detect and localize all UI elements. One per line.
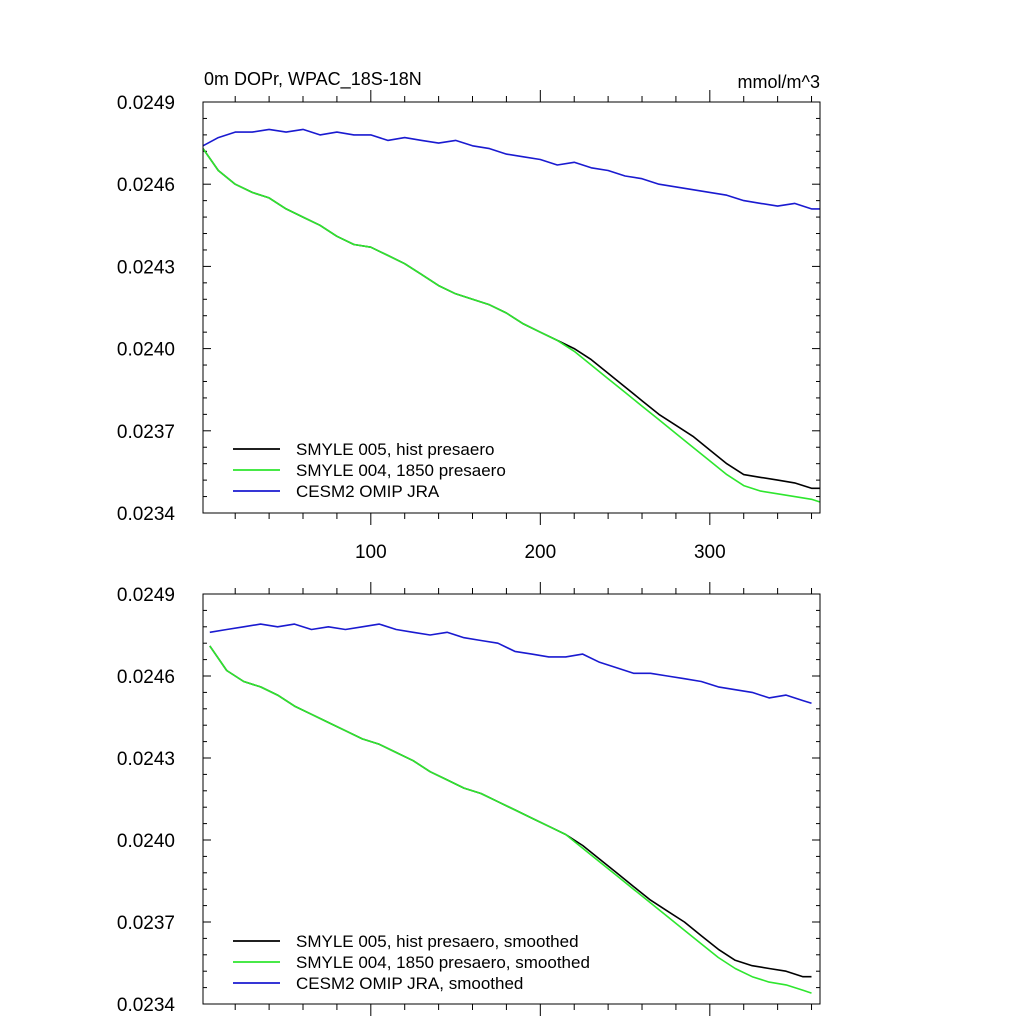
legend-label-2: SMYLE 004, 1850 presaero, smoothed: [296, 953, 590, 972]
legend-label-1: SMYLE 005, hist presaero, smoothed: [296, 932, 579, 951]
y-tick-label: 0.0234: [117, 995, 176, 1016]
series-line-1: [209, 645, 812, 978]
bottom-panel-legend: SMYLE 005, hist presaero, smoothed SMYLE …: [233, 932, 590, 993]
x-tick-label: 300: [694, 542, 726, 563]
legend-label-2: SMYLE 004, 1850 presaero: [296, 461, 506, 480]
y-tick-label: 0.0246: [117, 175, 175, 196]
y-tick-label: 0.0249: [117, 93, 175, 114]
series-line-2: [202, 148, 821, 503]
x-tick-label: 100: [355, 542, 387, 563]
bottom-panel-series: [209, 623, 812, 994]
series-line-2: [209, 645, 812, 994]
legend-label-3: CESM2 OMIP JRA: [296, 482, 440, 501]
series-line-1: [202, 148, 820, 490]
bottom-panel-frame: [202, 593, 821, 1005]
y-tick-label: 0.0243: [117, 749, 175, 770]
top-panel-title: 0m DOPr, WPAC_18S-18N: [204, 69, 422, 90]
top-panel-units: mmol/m^3: [738, 72, 820, 92]
series-line-3: [209, 623, 812, 705]
top-panel-series: [202, 128, 821, 503]
x-tick-label: 200: [524, 542, 556, 563]
y-tick-label: 0.0240: [117, 340, 175, 361]
y-tick-label: 0.0234: [117, 504, 176, 525]
y-tick-label: 0.0249: [117, 585, 175, 606]
top-panel: 0m DOPr, WPAC_18S-18N mmol/m^3 0.02490.0…: [117, 69, 821, 563]
y-tick-label: 0.0246: [117, 667, 175, 688]
top-panel-ticks: 0.0249 0.0246 0.0243 0.0240 0.0237 0.0234 100 2…: [117, 90, 820, 563]
y-tick-label: 0.0240: [117, 831, 175, 852]
top-panel-frame: [202, 101, 821, 514]
y-tick-label: 0.0237: [117, 422, 175, 443]
series-line-3: [202, 128, 820, 210]
legend-label-3: CESM2 OMIP JRA, smoothed: [296, 974, 523, 993]
y-tick-label: 0.0243: [117, 257, 175, 278]
bottom-panel: 0.0249 0.0246 0.0243 0.0240 0.0237 0.0234 SMY…: [117, 582, 821, 1016]
top-panel-legend: SMYLE 005, hist presaero SMYLE 004, 1850 …: [233, 440, 506, 501]
bottom-panel-ticks: 0.0249 0.0246 0.0243 0.0240 0.0237 0.0234: [117, 582, 820, 1016]
y-tick-label: 0.0237: [117, 913, 175, 934]
legend-label-1: SMYLE 005, hist presaero: [296, 440, 494, 459]
